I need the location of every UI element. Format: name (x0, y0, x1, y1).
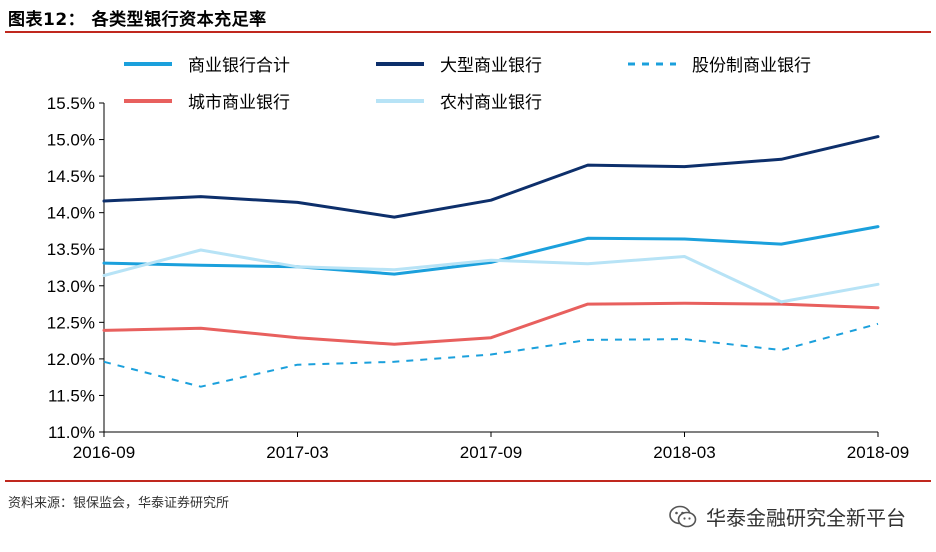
x-tick-label: 2018-09 (847, 443, 909, 462)
y-tick-label: 11.0% (48, 423, 95, 442)
x-tick-label: 2017-09 (460, 443, 522, 462)
series-line-4 (102, 301, 880, 346)
series-line-3 (103, 322, 879, 388)
y-tick-label: 11.5% (48, 386, 95, 405)
x-tick-label: 2018-03 (653, 443, 715, 462)
bottom-divider (5, 480, 931, 482)
legend-label: 农村商业银行 (440, 93, 542, 112)
series-line-1 (102, 225, 880, 276)
y-tick-label: 12.0% (47, 350, 95, 369)
y-tick-label: 14.5% (47, 167, 95, 186)
legend-label: 城市商业银行 (188, 93, 290, 112)
y-tick-label: 14.0% (47, 204, 95, 223)
watermark: 华泰金融研究全新平台 (668, 502, 906, 531)
x-tick-label: 2016-09 (73, 443, 135, 462)
y-tick-label: 15.0% (47, 131, 95, 150)
legend-label: 大型商业银行 (440, 56, 542, 75)
plot-area (102, 135, 880, 388)
x-tick-label: 2017-03 (266, 443, 328, 462)
wechat-icon (669, 505, 697, 527)
y-tick-label: 15.5% (47, 94, 95, 113)
title-bar: 图表12： 各类型银行资本充足率 (0, 0, 936, 32)
y-tick-label: 13.5% (47, 240, 95, 259)
source-note: 资料来源：银保监会，华泰证券研究所 (8, 496, 230, 511)
y-tick-label: 13.0% (47, 277, 95, 296)
series-line-2 (102, 135, 880, 219)
legend-label: 商业银行合计 (188, 56, 290, 75)
page-title: 图表12： 各类型银行资本充足率 (8, 10, 267, 30)
x-axis: 2016-09 2017-03 2017-09 2018-03 2018-09 (73, 431, 909, 462)
top-divider (5, 31, 931, 33)
y-axis: 11.0% 11.5% 12.0% 12.5% 13.0% 13.5% 14.0% 14.5%… (47, 94, 105, 442)
legend-label: 股份制商业银行 (692, 56, 811, 75)
watermark-text: 华泰金融研究全新平台 (706, 506, 906, 530)
series-line-5 (102, 248, 880, 304)
y-tick-label: 12.5% (47, 313, 95, 332)
